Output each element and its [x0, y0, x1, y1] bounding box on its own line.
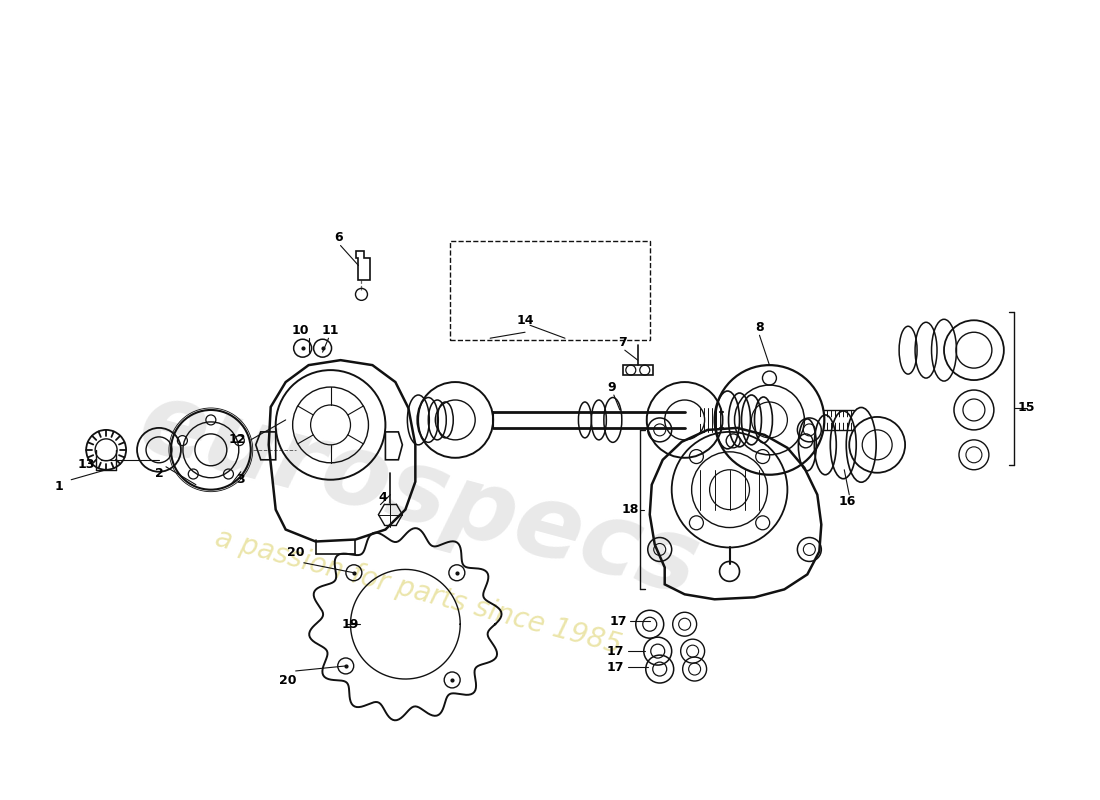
Text: 4: 4: [378, 491, 387, 504]
Text: 3: 3: [236, 474, 245, 486]
Text: 6: 6: [334, 231, 343, 244]
Text: 2: 2: [155, 467, 164, 480]
Text: 10: 10: [292, 324, 309, 337]
Text: 9: 9: [607, 381, 616, 394]
Text: 14: 14: [516, 314, 534, 326]
Text: 1: 1: [55, 480, 64, 493]
Text: 16: 16: [838, 495, 856, 508]
Text: 8: 8: [756, 321, 763, 334]
Text: 7: 7: [618, 336, 627, 349]
Text: 18: 18: [621, 503, 638, 516]
Text: 15: 15: [1018, 402, 1035, 414]
Text: a passion for parts since 1985: a passion for parts since 1985: [212, 523, 625, 659]
Text: 11: 11: [322, 324, 339, 337]
Bar: [450, 241, 650, 340]
Text: 17: 17: [606, 661, 624, 674]
Text: 17: 17: [606, 645, 624, 658]
Text: 17: 17: [609, 614, 627, 628]
Text: 20: 20: [279, 674, 297, 687]
Text: eurospecs: eurospecs: [128, 374, 708, 617]
Text: 12: 12: [229, 434, 246, 446]
Text: 19: 19: [342, 618, 360, 630]
Text: 13: 13: [77, 458, 95, 471]
Text: 20: 20: [287, 546, 305, 559]
